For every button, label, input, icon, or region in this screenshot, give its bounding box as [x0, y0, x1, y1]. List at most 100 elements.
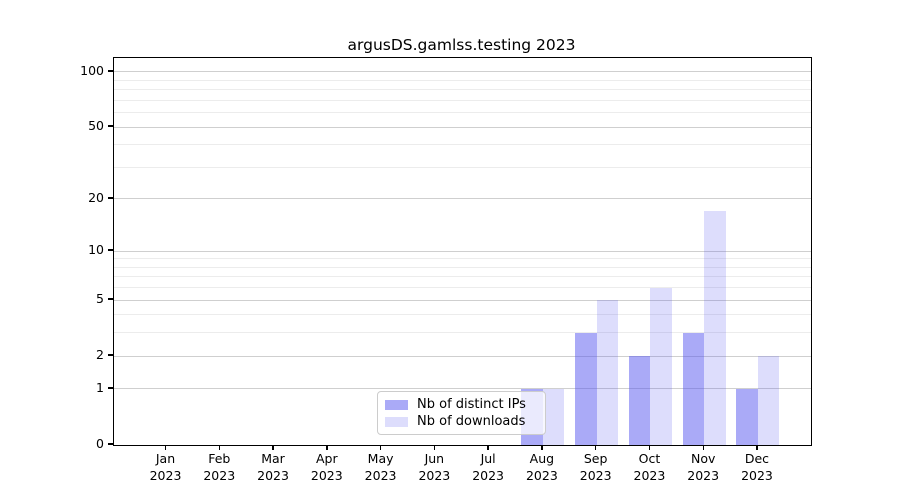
x-tick-label-nov: Nov 2023 — [676, 451, 730, 484]
plot-area — [113, 57, 812, 446]
x-tick-label-jan: Jan 2023 — [139, 451, 193, 484]
x-tick-mark — [218, 445, 220, 451]
y-tick-mark — [108, 298, 113, 300]
x-tick-label-sep: Sep 2023 — [569, 451, 623, 484]
legend-swatch-distinct-ips-icon — [385, 399, 408, 410]
x-tick-year: 2023 — [364, 467, 397, 483]
y-tick-mark — [108, 197, 113, 199]
y-tick-label: 1 — [96, 379, 104, 395]
x-tick-year: 2023 — [149, 467, 182, 483]
x-tick-mark — [541, 445, 543, 451]
x-tick-label-mar: Mar 2023 — [246, 451, 300, 484]
x-tick-year: 2023 — [203, 467, 236, 483]
gridline-minor — [114, 112, 811, 114]
x-tick-month: Sep — [583, 451, 608, 466]
x-tick-month: Jan — [155, 451, 176, 466]
gridline-minor — [114, 332, 811, 334]
x-tick-month: Aug — [529, 451, 555, 466]
gridline-minor — [114, 266, 811, 268]
x-tick-label-apr: Apr 2023 — [300, 451, 354, 484]
y-tick-label: 20 — [88, 189, 104, 205]
bar-distinct-ips-sep — [575, 332, 597, 445]
gridline-major — [114, 126, 811, 128]
legend-label-downloads: Nb of downloads — [417, 414, 526, 429]
gridline-minor — [114, 314, 811, 316]
x-tick-year: 2023 — [741, 467, 773, 483]
x-tick-month: Nov — [690, 451, 716, 466]
gridline-minor — [114, 144, 811, 146]
x-tick-mark — [326, 445, 328, 451]
legend-item-distinct-ips: Nb of distinct IPs — [385, 396, 537, 413]
y-tick-mark — [108, 249, 113, 251]
bar-distinct-ips-nov — [682, 332, 705, 445]
x-tick-mark — [648, 445, 651, 451]
x-tick-year: 2023 — [633, 467, 666, 483]
x-tick-year: 2023 — [257, 467, 289, 483]
x-tick-month: Jun — [424, 451, 445, 466]
legend: Nb of distinct IPs Nb of downloads — [377, 391, 546, 435]
x-tick-month: Apr — [315, 451, 338, 466]
gridline-minor — [114, 89, 811, 91]
x-tick-month: Oct — [638, 451, 661, 466]
x-tick-mark — [594, 445, 597, 451]
y-tick-mark — [108, 70, 113, 72]
x-tick-month: May — [367, 451, 394, 466]
gridline-minor — [114, 166, 811, 168]
x-tick-year: 2023 — [579, 467, 612, 483]
x-tick-month: Jul — [480, 451, 496, 466]
gridline-minor — [114, 79, 811, 81]
x-tick-year: 2023 — [418, 467, 451, 483]
y-tick-mark — [108, 443, 113, 445]
x-tick-mark — [272, 445, 274, 451]
bar-distinct-ips-oct — [628, 356, 651, 445]
gridline-minor — [114, 258, 811, 260]
y-tick-label: 0 — [96, 436, 104, 451]
bar-downloads-dec — [757, 356, 780, 445]
y-tick-label: 2 — [96, 347, 104, 363]
y-tick-mark — [108, 354, 113, 356]
gridline-major — [114, 355, 811, 357]
bar-downloads-oct — [650, 287, 672, 445]
x-tick-label-may: May 2023 — [354, 451, 408, 484]
y-tick-label: 10 — [88, 242, 104, 258]
bar-distinct-ips-dec — [736, 388, 758, 445]
x-tick-mark — [164, 445, 167, 451]
x-tick-year: 2023 — [472, 467, 505, 483]
gridline-major — [114, 198, 811, 200]
bar-downloads-sep — [596, 300, 619, 445]
y-tick-mark — [108, 387, 113, 389]
x-tick-month: Dec — [744, 451, 770, 466]
x-tick-label-dec: Dec 2023 — [730, 451, 784, 484]
x-tick-month: Feb — [208, 451, 231, 466]
y-tick-label: 50 — [88, 118, 104, 134]
x-tick-year: 2023 — [525, 467, 558, 483]
x-tick-label-oct: Oct 2023 — [622, 451, 676, 484]
x-tick-year: 2023 — [310, 467, 343, 483]
y-tick-mark — [108, 125, 113, 127]
x-tick-mark — [379, 445, 382, 451]
x-tick-mark — [487, 445, 489, 451]
x-tick-mark — [756, 445, 758, 451]
gridline-minor — [114, 99, 811, 101]
legend-item-downloads: Nb of downloads — [385, 413, 537, 430]
gridline-minor — [114, 287, 811, 289]
chart-title: argusDS.gamlss.testing 2023 — [347, 36, 576, 54]
gridline-major — [114, 388, 811, 390]
x-tick-mark — [702, 445, 704, 451]
y-tick-label: 5 — [96, 291, 104, 307]
x-tick-mark — [433, 445, 436, 451]
x-tick-year: 2023 — [687, 467, 720, 483]
gridline-major — [114, 250, 811, 252]
gridline-major — [114, 71, 811, 73]
x-tick-label-feb: Feb 2023 — [192, 451, 246, 484]
x-tick-label-jun: Jun 2023 — [407, 451, 461, 484]
y-tick-label: 100 — [80, 62, 104, 78]
x-tick-label-aug: Aug 2023 — [515, 451, 569, 484]
bar-downloads-nov — [704, 211, 726, 445]
legend-label-distinct-ips: Nb of distinct IPs — [417, 397, 526, 412]
legend-swatch-downloads-icon — [385, 416, 408, 427]
bar-downloads-aug — [542, 388, 565, 445]
x-tick-label-jul: Jul 2023 — [461, 451, 515, 484]
gridline-major — [114, 299, 811, 301]
